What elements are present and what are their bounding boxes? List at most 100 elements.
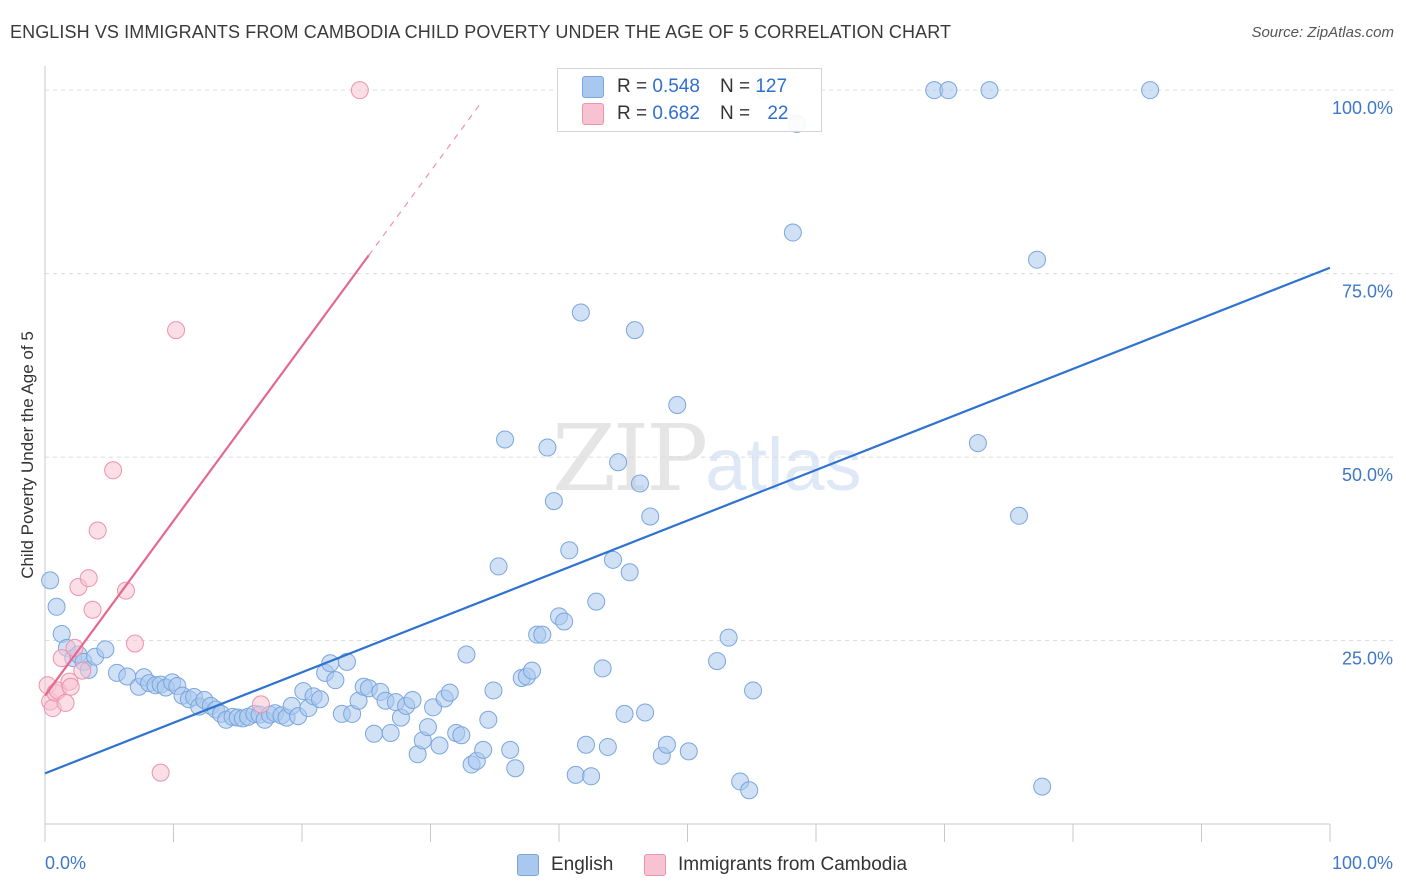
english-point-65 (418, 718, 437, 737)
english-point-106 (641, 507, 660, 526)
cambodia-r-value: 0.682 (652, 103, 700, 124)
bottom-english-swatch (517, 854, 539, 876)
english-point-45 (310, 690, 329, 709)
english-point-0 (41, 571, 60, 590)
bottom-legend-cambodia[interactable]: Immigrants from Cambodia (644, 852, 907, 878)
chart-title: ENGLISH VS IMMIGRANTS FROM CAMBODIA CHIL… (10, 22, 952, 42)
english-point-90 (555, 612, 574, 631)
english-point-80 (501, 740, 520, 759)
watermark-atlas: atlas (705, 423, 862, 506)
english-point-77 (484, 681, 503, 700)
english-point-121 (980, 81, 999, 100)
english-point-79 (496, 430, 515, 449)
english-point-62 (403, 690, 422, 709)
english-point-72 (457, 645, 476, 664)
english-points (41, 81, 1160, 800)
english-point-91 (560, 541, 579, 560)
english-point-105 (636, 703, 655, 722)
cambodia-point-5 (52, 649, 71, 668)
y-tick-label-75: 75.0% (1342, 282, 1393, 302)
english-point-92 (566, 765, 585, 784)
english-point-58 (381, 724, 400, 743)
x-tick-label-100: 100.0% (1332, 853, 1393, 873)
bottom-english-label: English (551, 854, 614, 875)
english-point-48 (326, 671, 345, 690)
english-point-111 (708, 652, 727, 671)
english-point-1 (47, 597, 66, 616)
tick-labels: 25.0% 50.0% 75.0% 100.0% 0.0% 100.0% (45, 98, 1393, 873)
english-point-103 (625, 321, 644, 340)
cambodia-point-13 (88, 521, 107, 540)
english-point-75 (474, 740, 493, 759)
bottom-cambodia-label: Immigrants from Cambodia (678, 854, 908, 875)
english-r-label: R = (617, 76, 648, 97)
english-point-97 (593, 659, 612, 678)
english-point-86 (533, 625, 552, 644)
english-swatch (582, 76, 604, 98)
english-point-93 (571, 303, 590, 322)
english-point-87 (538, 438, 557, 457)
watermark-zip: ZIP (552, 405, 708, 512)
english-point-115 (744, 681, 763, 700)
english-point-94 (576, 735, 595, 754)
source-label: Source: ZipAtlas.com (1251, 24, 1394, 41)
cambodia-point-14 (104, 461, 123, 480)
cambodia-point-10 (73, 661, 92, 680)
english-point-99 (603, 550, 622, 569)
y-axis-label: Child Poverty Under the Age of 5 (18, 331, 37, 579)
correlation-legend: R = 0.548 N = 127 R = 0.682 N = 22 (557, 68, 822, 132)
cambodia-point-11 (79, 569, 98, 588)
english-point-120 (939, 81, 958, 100)
cambodia-n-label: N = (719, 103, 751, 124)
y-tick-label-25: 25.0% (1342, 649, 1393, 669)
cambodia-r-label: R = (617, 103, 648, 124)
english-point-123 (1141, 81, 1160, 100)
cambodia-point-6 (56, 693, 75, 712)
english-point-126 (1033, 777, 1052, 796)
english-point-101 (615, 704, 634, 723)
english-n-label: N = (719, 76, 751, 97)
cambodia-trend-line (44, 254, 370, 697)
english-trend-line (44, 266, 1331, 775)
english-point-69 (440, 683, 459, 702)
cambodia-point-16 (125, 634, 144, 653)
english-point-104 (630, 474, 649, 493)
watermark: ZIPatlas (552, 405, 861, 512)
english-point-124 (968, 434, 987, 453)
english-point-112 (719, 628, 738, 647)
english-point-102 (620, 563, 639, 582)
cambodia-swatch (582, 103, 604, 125)
english-point-122 (1028, 250, 1047, 269)
cambodia-point-19 (251, 695, 270, 714)
legend-row-cambodia: R = 0.682 N = 22 (582, 102, 788, 126)
english-point-81 (506, 759, 525, 778)
english-point-118 (783, 223, 802, 242)
cambodia-point-21 (61, 677, 80, 696)
english-point-88 (544, 492, 563, 511)
cambodia-point-20 (350, 81, 369, 100)
english-point-84 (523, 661, 542, 680)
english-point-110 (679, 742, 698, 761)
grid (45, 89, 1395, 642)
english-point-76 (479, 710, 498, 729)
cambodia-point-17 (151, 763, 170, 782)
bottom-legend-english[interactable]: English (517, 852, 613, 878)
english-point-9 (96, 640, 115, 659)
english-point-96 (587, 592, 606, 611)
trend-lines (44, 101, 1331, 775)
english-point-50 (337, 652, 356, 671)
cambodia-points (38, 81, 369, 782)
english-point-114 (740, 781, 759, 800)
english-point-55 (364, 724, 383, 743)
english-point-67 (430, 736, 449, 755)
cambodia-trend-extension (368, 101, 483, 256)
x-tick-label-0: 0.0% (45, 853, 86, 873)
english-point-125 (1010, 506, 1029, 525)
english-point-95 (582, 767, 601, 786)
y-tick-label-50: 50.0% (1342, 465, 1393, 485)
y-tick-label-100: 100.0% (1332, 98, 1393, 118)
english-point-108 (657, 735, 676, 754)
english-point-100 (609, 453, 628, 472)
cambodia-point-18 (167, 321, 186, 340)
